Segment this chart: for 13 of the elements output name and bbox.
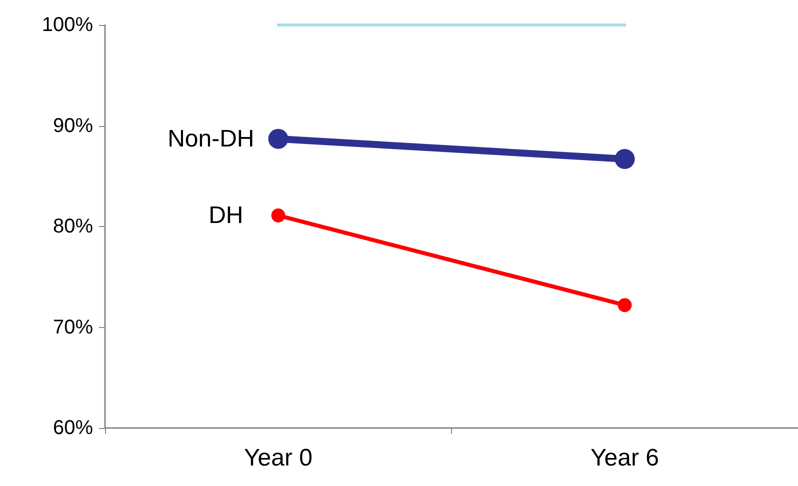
y-tick-label: 80% xyxy=(52,216,94,238)
x-tick-label: Year 6 xyxy=(590,444,660,472)
point xyxy=(271,208,286,222)
y-tick-label: 90% xyxy=(52,114,94,137)
y-tick-label: 100% xyxy=(42,14,94,36)
series-label: Non-DH xyxy=(168,125,254,152)
point xyxy=(268,128,288,149)
series-label: DH xyxy=(208,202,244,229)
y-tick-label: 60% xyxy=(52,417,94,439)
point xyxy=(618,298,632,312)
point xyxy=(614,149,635,169)
x-tick-label: Year 0 xyxy=(244,444,313,472)
y-tick-label: 70% xyxy=(52,316,94,338)
